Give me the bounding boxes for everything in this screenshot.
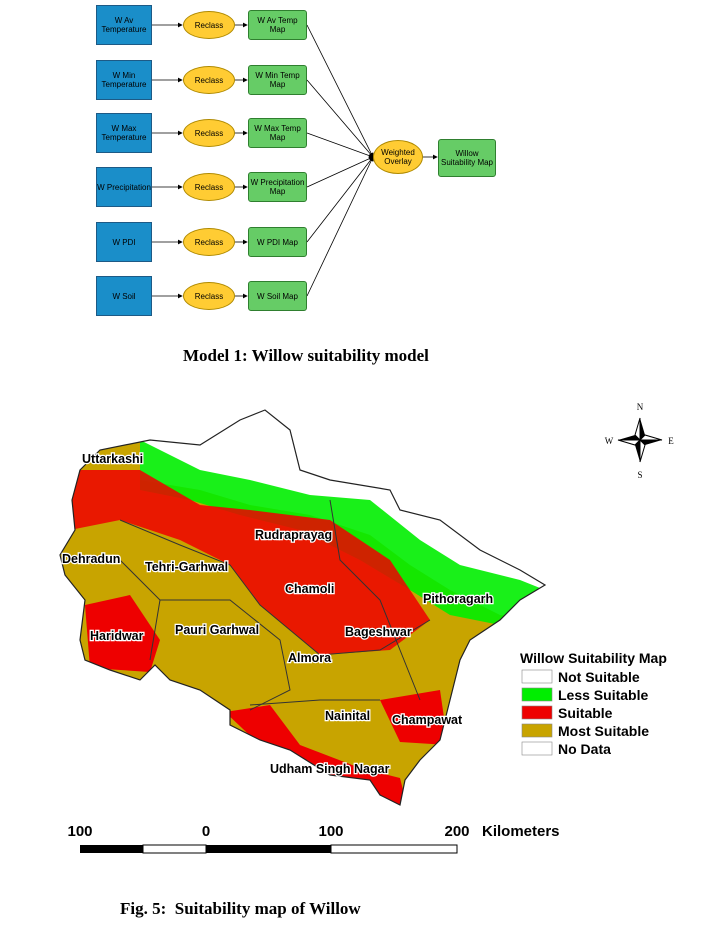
district-label: Chamoli [285,582,334,596]
map-node: W Precipitation Map [248,172,307,202]
legend-swatch [521,669,553,684]
legend-swatch [521,723,553,738]
model-caption: Model 1: Willow suitability model [183,346,429,365]
map-node: W Min Temp Map [248,65,307,95]
arrow [306,24,374,158]
legend: Not Suitable Less Suitable Suitable Most Su… [521,669,649,757]
scale-unit: Kilometers [482,823,560,840]
reclass-node: Reclass [183,66,235,94]
reclass-node: Reclass [183,173,235,201]
legend-swatch [521,741,553,756]
legend-label: Suitable [558,705,613,721]
district-label: Haridwar [90,629,144,643]
district-label: Pauri Garhwal [175,623,259,637]
input-box: W Precipitation [96,167,152,207]
scale-label: 200 [444,823,469,840]
district-boundary [160,599,291,711]
figure-caption: Fig. 5: Suitability map of Willow [120,899,361,918]
suitable-area [380,690,448,745]
legend-swatch [521,705,553,720]
scale-label: 100 [318,823,343,840]
arrow [306,79,374,158]
district-label: Dehradun [62,552,120,566]
district-label: Uttarkashi [82,452,143,466]
district-boundary [329,499,421,701]
arrow [306,156,374,188]
district-label: Almora [288,651,332,665]
district-label: Tehri-Garhwal [145,560,228,574]
district-label: Nainital [325,709,370,723]
district-boundary [119,519,431,656]
output-node: Willow Suitability Map [438,139,496,177]
legend-swatch [521,687,553,702]
overlay-node: Weighted Overlay [373,140,423,174]
legend-label: Most Suitable [558,723,649,739]
reclass-node: Reclass [183,119,235,147]
legend-label: Not Suitable [558,669,640,685]
district-label: Champawat [392,713,463,727]
connectors [152,22,438,299]
district-label: Bageshwar [345,625,412,639]
reclass-node: Reclass [183,282,235,310]
input-box: W Soil [96,276,152,316]
suitable-area [60,470,430,655]
arrow [306,156,374,297]
map-node: W Max Temp Map [248,118,307,148]
district-label: Rudraprayag [255,528,332,542]
legend-title: Willow Suitability Map [520,650,667,666]
compass-s: S [637,470,642,480]
reclass-node: Reclass [183,11,235,39]
legend-label: No Data [558,741,611,757]
district-label: Pithoragarh [423,592,493,606]
district-labels: Uttarkashi Dehradun Tehri-Garhwal Rudrapray… [61,451,495,778]
scale-label: 0 [202,823,210,840]
compass-w: W [605,436,614,446]
reclass-node: Reclass [183,228,235,256]
legend-label: Less Suitable [558,687,648,703]
arrow [306,156,374,243]
compass-n: N [637,402,644,412]
district-boundary [80,559,161,661]
suitable-area [85,595,160,672]
arrow [306,132,374,158]
map-node: W Soil Map [248,281,307,311]
district-label: Udham Singh Nagar [270,762,390,776]
state-outline [59,409,547,806]
map-node: W PDI Map [248,227,307,257]
input-box: W Min Temperature [96,60,152,100]
district-boundary [249,699,380,706]
scale-label: 100 [67,823,92,840]
compass: N E S W [605,402,675,480]
input-box: W Av Temperature [96,5,152,45]
input-box: W PDI [96,222,152,262]
scale-bar [80,844,458,854]
input-box: W Max Temperature [96,113,152,153]
compass-e: E [668,436,674,446]
scale-labels: 100 0 100 200 Kilometers [67,823,559,840]
map-node: W Av Temp Map [248,10,307,40]
